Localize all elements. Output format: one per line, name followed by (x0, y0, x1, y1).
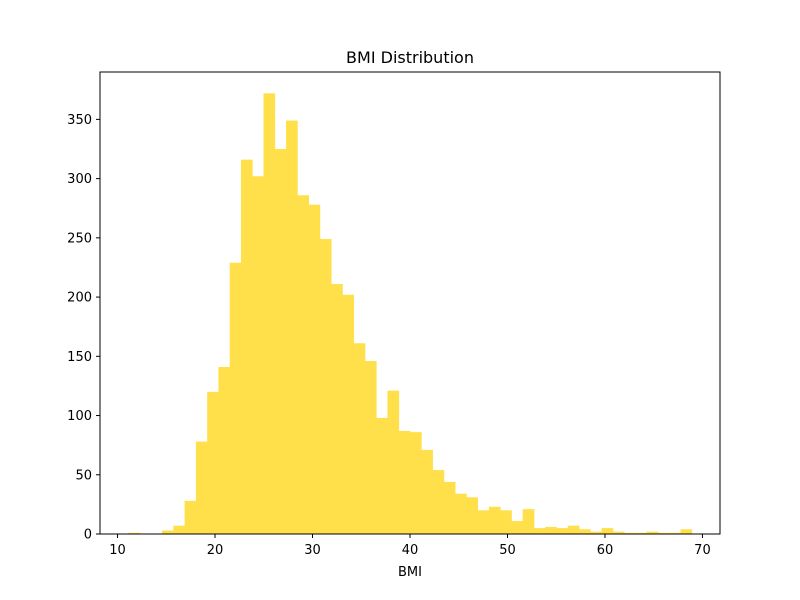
histogram-bar (319, 239, 332, 534)
histogram-bar (274, 149, 287, 534)
y-tick-label: 100 (67, 409, 92, 424)
histogram-bar (455, 493, 467, 534)
x-tick-label: 70 (694, 543, 711, 558)
chart-title: BMI Distribution (346, 48, 474, 67)
histogram-bar (466, 497, 479, 534)
histogram-bar (646, 531, 659, 534)
histogram-bar (612, 531, 625, 534)
histogram-bar (624, 532, 636, 534)
histogram-bar (579, 529, 591, 534)
x-tick-label: 40 (402, 543, 419, 558)
y-tick-label: 0 (84, 528, 92, 543)
x-tick-label: 30 (304, 543, 321, 558)
histogram-bar (500, 510, 512, 534)
histogram-bar (229, 262, 242, 534)
y-tick-label: 200 (67, 291, 92, 306)
histogram-bar (421, 449, 433, 534)
histogram-bar (297, 195, 309, 534)
histogram-bar (601, 528, 614, 534)
histogram-bar (162, 530, 174, 534)
histogram-bar (477, 510, 490, 534)
histogram-bar (387, 390, 400, 534)
histogram-bar (545, 526, 557, 534)
histogram-bar (488, 506, 501, 534)
x-axis-title: BMI (398, 565, 422, 580)
histogram-bar (443, 481, 456, 534)
histogram-bar (263, 93, 276, 534)
histogram-bar (410, 432, 422, 534)
y-tick-label: 300 (67, 172, 92, 187)
histogram-bar (342, 294, 355, 534)
histogram-bar (398, 430, 411, 534)
x-tick-label: 20 (207, 543, 224, 558)
histogram-bar (195, 441, 208, 534)
histogram-bar (522, 509, 535, 534)
histogram-bar (240, 159, 253, 534)
bars-group (128, 93, 693, 534)
histogram-bar (556, 528, 569, 534)
y-axis: 0 50 100 150 200 250 300 350 (67, 113, 100, 543)
histogram-bar (286, 120, 298, 534)
histogram-bar (635, 532, 648, 534)
histogram-bar (173, 525, 186, 534)
y-tick-label: 150 (67, 350, 92, 365)
histogram-bar (364, 361, 377, 534)
histogram-bar (669, 532, 681, 534)
x-tick-label: 60 (597, 543, 614, 558)
histogram-bar (533, 528, 546, 534)
histogram-bar (128, 532, 140, 534)
histogram-bar (252, 176, 264, 534)
x-axis: 10 20 30 40 50 60 70 (109, 534, 711, 558)
histogram-bar (353, 343, 366, 534)
histogram-bar (218, 366, 231, 534)
y-tick-label: 50 (75, 468, 92, 483)
histogram-bar (376, 417, 388, 534)
histogram-bar (511, 520, 524, 534)
y-tick-label: 350 (67, 113, 92, 128)
histogram-bar (590, 531, 602, 534)
histogram-bar (331, 284, 343, 534)
histogram-bar (207, 391, 219, 534)
x-tick-label: 50 (499, 543, 516, 558)
histogram-bar (432, 470, 445, 534)
histogram-bar (680, 529, 693, 534)
histogram-bar (567, 525, 580, 534)
x-tick-label: 10 (109, 543, 126, 558)
histogram-bar (184, 500, 197, 534)
histogram-bar (308, 204, 321, 534)
y-tick-label: 250 (67, 231, 92, 246)
histogram-bar (657, 532, 670, 534)
